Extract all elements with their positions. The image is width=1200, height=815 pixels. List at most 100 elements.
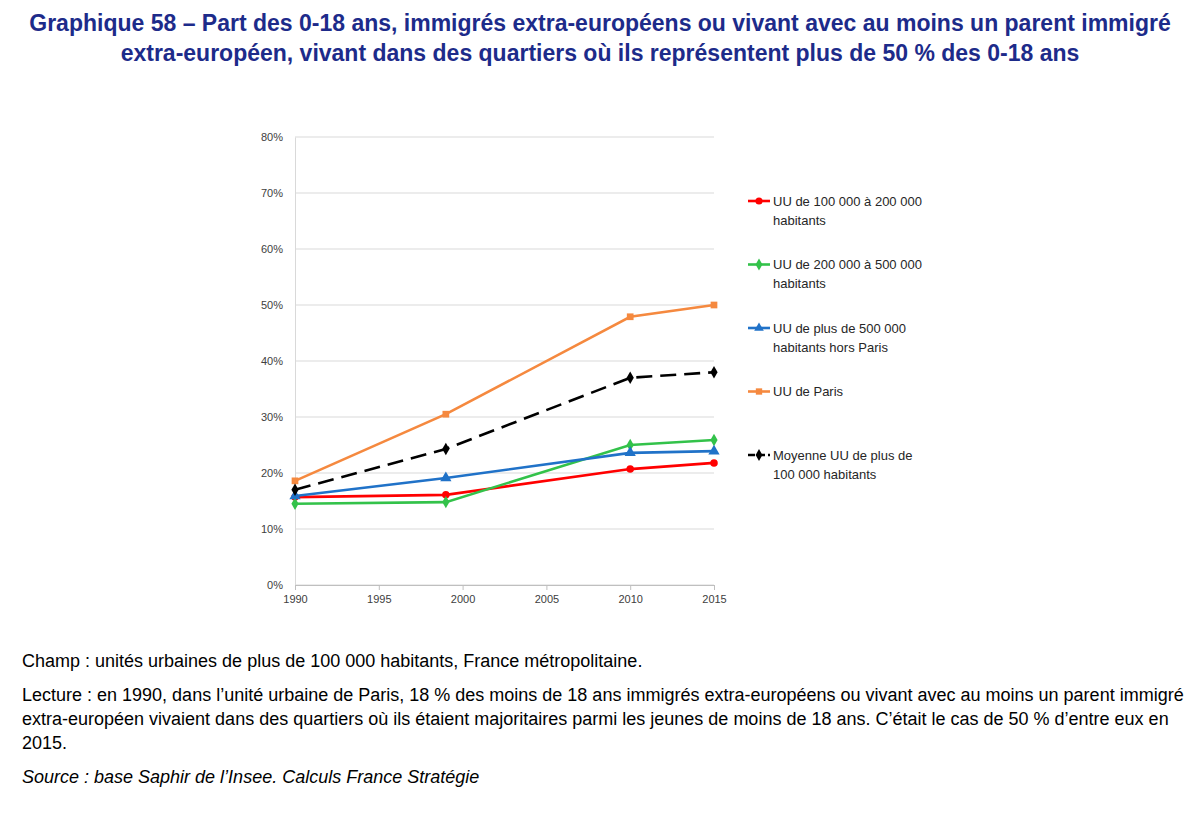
legend-label: UU de 200 000 à 500 000habitants xyxy=(773,257,922,291)
note: Lecture : en 1990, dans l’unité urbaine … xyxy=(22,685,1184,753)
legend-label: UU de 100 000 à 200 000 habitants xyxy=(773,194,922,228)
y-tick: 0% xyxy=(267,579,295,591)
x-axis: 1990 1995 2000 2005 2010 2015 xyxy=(283,585,726,605)
series-marker xyxy=(442,443,449,455)
grid-line xyxy=(295,137,714,138)
series-line xyxy=(295,305,714,481)
y-axis: 0% 10% 20% 30% 40% 50% 60% 70% 80% xyxy=(261,131,296,591)
x-tick: 2000 xyxy=(451,585,475,605)
series-marker xyxy=(625,446,636,456)
series-line xyxy=(295,440,714,504)
x-tick-mark xyxy=(630,585,631,590)
y-tick: 40% xyxy=(261,355,295,367)
x-tick: 2010 xyxy=(618,585,642,605)
text-line: habitants hors Paris xyxy=(773,340,888,355)
y-tick: 50% xyxy=(261,299,295,311)
y-tick-label: 70% xyxy=(261,187,283,199)
x-tick-label: 2015 xyxy=(702,593,726,605)
legend-marker xyxy=(755,197,762,204)
y-tick: 60% xyxy=(261,243,295,255)
source: Source : base Saphir de l’Insee. Calculs… xyxy=(22,767,479,787)
text-line: Lecture : en 1990, dans l’unité urbaine … xyxy=(22,685,1184,705)
note: Champ : unités urbaines de plus de 100 0… xyxy=(22,651,642,671)
series-marker xyxy=(710,459,718,467)
grid-line xyxy=(295,529,714,530)
series-line xyxy=(295,372,714,490)
grid-line xyxy=(295,193,714,194)
text-line: extra-européen, vivant dans des quartier… xyxy=(121,40,1080,66)
x-tick-mark xyxy=(463,585,464,590)
grid-line xyxy=(295,473,714,474)
legend-marker xyxy=(756,259,763,271)
text-line: UU de 200 000 à 500 000 xyxy=(773,257,922,272)
y-tick-label: 30% xyxy=(261,411,283,423)
plot-area xyxy=(289,302,719,510)
x-tick: 1990 xyxy=(283,585,307,605)
y-tick-label: 0% xyxy=(267,579,283,591)
series xyxy=(291,366,717,496)
series xyxy=(291,459,718,501)
text-line: habitants xyxy=(773,213,826,228)
x-tick-label: 2005 xyxy=(535,593,559,605)
y-axis-line xyxy=(295,138,296,586)
grid-line xyxy=(295,249,714,250)
grid-line xyxy=(295,361,714,362)
chart-container: Graphique 58 – Part des 0-18 ans, immigr… xyxy=(0,0,1200,815)
text-line: extra-européen vivaient dans des quartie… xyxy=(22,709,1169,729)
y-tick: 30% xyxy=(261,411,295,423)
text-line: UU de Paris xyxy=(773,384,844,399)
legend: UU de 100 000 à 200 000 habitants UU de 20… xyxy=(748,194,922,482)
text-line: 100 000 habitants xyxy=(773,467,877,482)
series-marker xyxy=(627,372,634,384)
x-tick-mark xyxy=(714,585,715,590)
text-line: Graphique 58 – Part des 0-18 ans, immigr… xyxy=(29,10,1170,36)
y-tick: 70% xyxy=(261,187,295,199)
grid-line xyxy=(295,305,714,306)
y-tick: 80% xyxy=(261,131,295,143)
legend-item: UU de 200 000 à 500 000habitants xyxy=(748,257,922,291)
y-tick-label: 60% xyxy=(261,243,283,255)
legend-item: UU de plus de 500 000 habitants hors Pari… xyxy=(748,321,906,355)
text-line: UU de plus de 500 000 xyxy=(773,321,906,336)
series xyxy=(291,434,717,510)
x-tick-label: 1990 xyxy=(283,593,307,605)
x-tick-mark xyxy=(379,585,380,590)
text-line: Source : base Saphir de l’Insee. Calculs… xyxy=(22,767,479,787)
series-marker xyxy=(627,313,634,320)
legend-label: UU de plus de 500 000 habitants hors Pari… xyxy=(773,321,906,355)
x-tick: 2015 xyxy=(702,585,726,605)
grid xyxy=(295,137,714,585)
legend-item: UU de Paris xyxy=(748,384,844,399)
grid-line xyxy=(295,417,714,418)
chart-svg: Graphique 58 – Part des 0-18 ans, immigr… xyxy=(0,0,1200,815)
y-tick: 10% xyxy=(261,523,295,535)
series-marker xyxy=(291,498,298,510)
series-line xyxy=(295,463,714,497)
series-line xyxy=(295,451,714,496)
x-tick-label: 2000 xyxy=(451,593,475,605)
legend-marker xyxy=(754,322,764,330)
chart-title: Graphique 58 – Part des 0-18 ans, immigr… xyxy=(29,10,1170,66)
legend-item: Moyenne UU de plus de 100 000 habitants xyxy=(748,448,912,482)
series xyxy=(292,302,718,485)
text-line: UU de 100 000 à 200 000 xyxy=(773,194,922,209)
text-line: Moyenne UU de plus de xyxy=(773,448,912,463)
x-tick-label: 1995 xyxy=(367,593,391,605)
y-tick-label: 50% xyxy=(261,299,283,311)
legend-label: UU de Paris xyxy=(773,384,844,399)
legend-label: Moyenne UU de plus de 100 000 habitants xyxy=(773,448,912,482)
series-marker xyxy=(292,477,299,484)
legend-marker xyxy=(756,388,762,394)
series-marker xyxy=(708,445,719,455)
series-marker xyxy=(710,434,717,446)
y-tick-label: 80% xyxy=(261,131,283,143)
series-marker xyxy=(291,484,298,496)
series-marker xyxy=(442,411,449,418)
series-marker xyxy=(710,366,717,378)
y-tick: 20% xyxy=(261,467,295,479)
y-tick-label: 10% xyxy=(261,523,283,535)
series-marker xyxy=(440,472,451,482)
text-line: 2015. xyxy=(22,733,67,753)
series-marker xyxy=(442,496,449,508)
y-tick-label: 40% xyxy=(261,355,283,367)
